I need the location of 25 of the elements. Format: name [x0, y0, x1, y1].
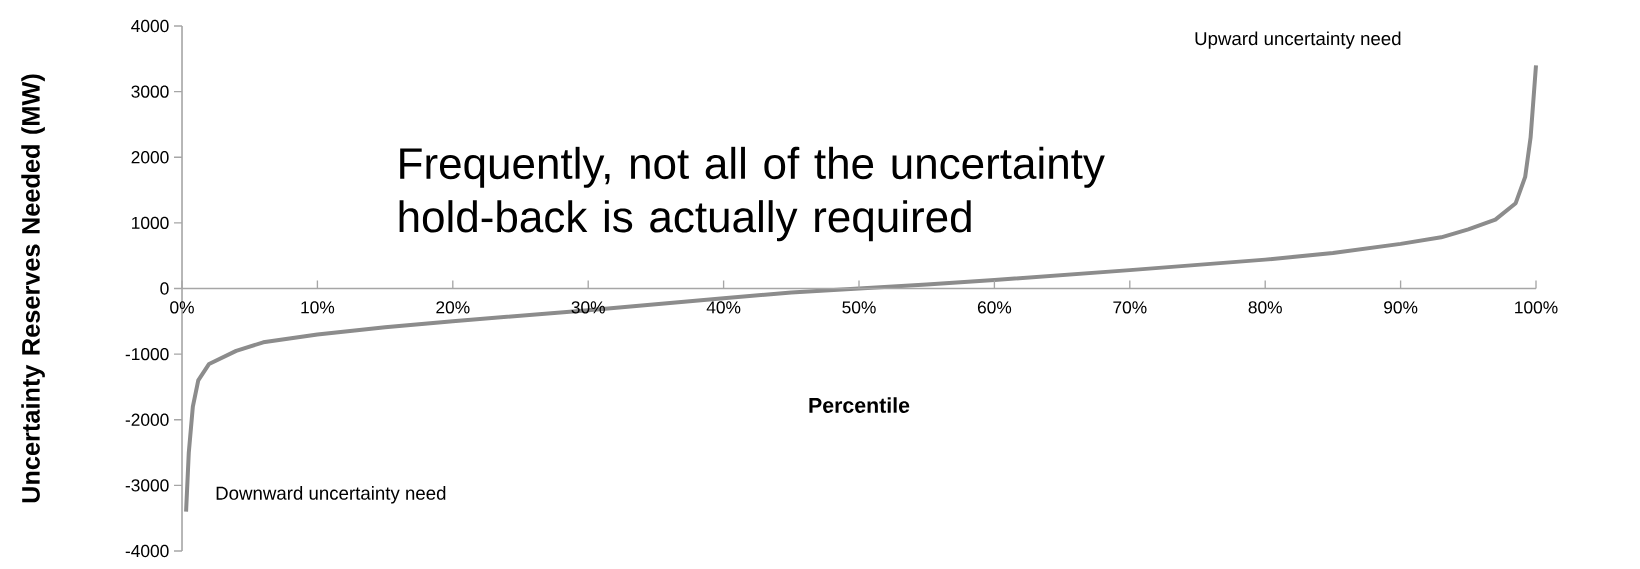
- x-tick-label: 20%: [436, 301, 470, 314]
- y-tick-label: 4000: [131, 19, 169, 33]
- y-tick-label: 1000: [132, 216, 169, 230]
- x-tick-label: 30%: [571, 301, 605, 314]
- y-tick-label: -1000: [125, 347, 169, 361]
- x-tick-label: 60%: [977, 301, 1012, 314]
- x-tick-label: 100%: [1515, 301, 1558, 314]
- x-tick-label: 80%: [1248, 301, 1282, 314]
- y-tick-label: 3000: [131, 85, 169, 98]
- y-tick-label: 0: [160, 282, 169, 295]
- x-tick-label: 40%: [706, 301, 741, 314]
- y-tick-label: -4000: [125, 544, 169, 558]
- annotation: Downward uncertainty need: [216, 486, 446, 504]
- annotation: Upward uncertainty need: [1195, 31, 1401, 49]
- x-tick-label: 70%: [1113, 301, 1147, 314]
- x-tick-label: 10%: [301, 301, 335, 314]
- x-tick-label: 90%: [1384, 301, 1418, 314]
- x-tick-label: 50%: [842, 301, 876, 314]
- y-tick-label: -3000: [125, 479, 169, 492]
- annotation: Frequently, not all of the uncertainty hold-back is actually required: [399, 146, 1105, 242]
- y-tick-label: 2000: [131, 151, 169, 164]
- x-axis-title: Percentile: [809, 397, 910, 413]
- y-tick-label: -2000: [125, 413, 169, 426]
- x-tick-label: 0%: [170, 301, 194, 314]
- y-axis-title: Uncertainty Reserves Needed (MW): [21, 74, 45, 503]
